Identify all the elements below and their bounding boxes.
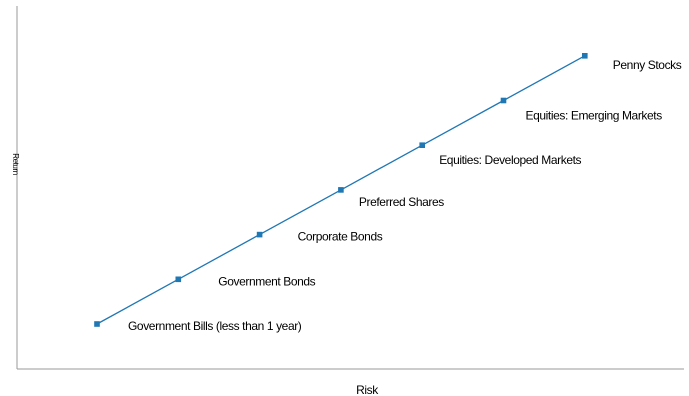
data-point-label: Equities: Emerging Markets <box>526 109 663 123</box>
data-point-marker <box>419 142 425 148</box>
data-point-marker <box>256 231 263 238</box>
point-labels-group: Government Bills (less than 1 year) Gover… <box>128 58 682 333</box>
data-point-label: Equities: Developed Markets <box>439 153 581 167</box>
data-point-label: Government Bonds <box>218 274 315 288</box>
y-axis-title: Return <box>11 153 20 175</box>
data-point-label: Preferred Shares <box>359 195 444 209</box>
data-point-marker <box>582 53 588 59</box>
data-point-marker <box>175 276 182 283</box>
data-point-label: Government Bills (less than 1 year) <box>128 319 302 333</box>
data-point-label: Penny Stocks <box>613 58 682 72</box>
data-point-marker <box>500 97 507 104</box>
data-point-marker <box>94 321 100 327</box>
data-point-label: Corporate Bonds <box>298 230 383 244</box>
x-axis-title: Risk <box>356 383 379 396</box>
data-point-marker <box>338 187 344 193</box>
markers-group <box>94 53 588 327</box>
